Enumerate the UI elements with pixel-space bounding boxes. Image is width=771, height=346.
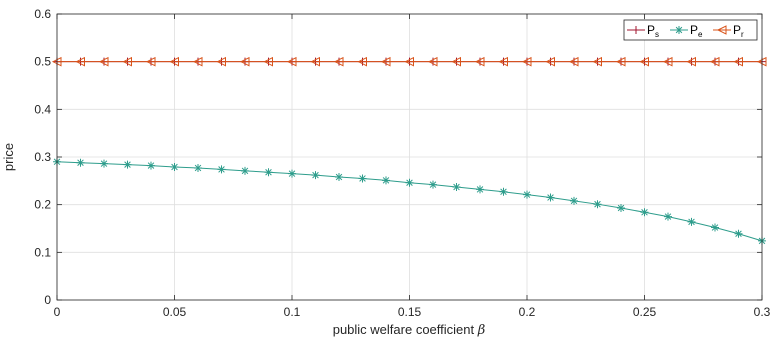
- legend-label: Ps: [647, 23, 659, 39]
- legend-label-main: P: [647, 23, 655, 37]
- y-tick-label: 0.1: [34, 245, 51, 259]
- data-point-Pr: [333, 56, 344, 67]
- data-point-Pr: [145, 56, 156, 67]
- data-point-Pr: [568, 56, 579, 67]
- data-point-Pe: [546, 193, 555, 202]
- y-axis-title: price: [1, 143, 16, 171]
- legend-item-Ps: Ps: [627, 23, 659, 39]
- data-point-Pr: [639, 56, 649, 67]
- data-point-Pe: [734, 229, 743, 238]
- data-point-Pe: [123, 160, 132, 169]
- legend-marker: [632, 26, 640, 34]
- data-point-Pe: [640, 208, 649, 217]
- data-point-Pr: [662, 56, 673, 67]
- legend-label-subscript: e: [698, 30, 703, 39]
- y-tick-label: 0.2: [34, 198, 51, 212]
- data-point-Pr: [474, 56, 485, 67]
- data-point-Pr: [592, 56, 602, 67]
- data-point-Pe: [311, 171, 320, 180]
- series-Pe: [53, 157, 766, 245]
- data-point-Pr: [310, 56, 320, 67]
- data-point-Pe: [288, 169, 296, 178]
- data-point-Pr: [380, 56, 391, 67]
- legend-label-subscript: s: [655, 30, 659, 39]
- y-tick-label: 0: [44, 293, 51, 307]
- legend: Ps Pe Pr: [623, 19, 758, 41]
- data-point-Pe: [335, 173, 343, 182]
- data-point-Pr: [404, 56, 414, 67]
- legend-label: Pr: [733, 23, 744, 39]
- data-point-Pr: [498, 56, 508, 67]
- data-point-Pr: [733, 56, 743, 67]
- data-point-Pr: [521, 56, 532, 67]
- x-axis-title: public welfare coefficient β: [333, 322, 486, 338]
- legend-label: Pe: [690, 23, 703, 39]
- data-point-Pr: [98, 56, 109, 67]
- legend-label-subscript: r: [741, 30, 744, 39]
- y-tick-label: 0.4: [34, 102, 51, 116]
- data-point-Pe: [147, 161, 155, 170]
- x-tick-label: 0.25: [633, 305, 657, 319]
- data-point-Pe: [617, 204, 625, 213]
- legend-box: [623, 19, 758, 41]
- data-point-Pe: [570, 196, 578, 205]
- data-point-Pe: [499, 187, 508, 196]
- data-point-Pe: [405, 178, 414, 187]
- data-point-Pr: [357, 56, 367, 67]
- ticks: 0 0.05 0.1 0.15 0.2 0.25 0.3 0 0.1 0.2 0.3 0.4 0.5 0.…: [34, 7, 770, 319]
- legend-marker: [716, 25, 727, 35]
- x-tick-label: 0.05: [163, 305, 187, 319]
- data-point-Pr: [263, 56, 273, 67]
- y-tick-label: 0.6: [34, 7, 51, 21]
- data-point-Pe: [452, 183, 461, 192]
- x-tick-label: 0.2: [519, 305, 536, 319]
- data-point-Pe: [170, 163, 179, 172]
- x-axis-title-text: public welfare coefficient: [333, 322, 475, 337]
- data-point-Pe: [241, 166, 249, 175]
- data-point-Pe: [476, 185, 484, 194]
- data-point-Pe: [687, 217, 696, 226]
- data-point-Pr: [709, 56, 720, 67]
- data-point-Pr: [216, 56, 226, 67]
- data-point-Pe: [100, 159, 108, 168]
- data-point-Pr: [286, 56, 297, 67]
- data-point-Pr: [169, 56, 179, 67]
- x-tick-label: 0.15: [398, 305, 422, 319]
- data-point-Pe: [358, 174, 367, 183]
- data-point-Pr: [75, 56, 85, 67]
- data-point-Pe: [664, 212, 672, 221]
- data-point-Pr: [239, 56, 250, 67]
- data-point-Pe: [382, 176, 390, 185]
- data-point-Pe: [711, 223, 719, 232]
- data-point-Pe: [593, 200, 602, 209]
- x-tick-label: 0.3: [754, 305, 771, 319]
- series-Pr: [51, 56, 767, 67]
- data-point-Pr: [192, 56, 203, 67]
- data-point-Pr: [545, 56, 555, 67]
- data-point-Pr: [451, 56, 461, 67]
- x-tick-label: 0.1: [284, 305, 301, 319]
- x-axis-title-symbol: β: [477, 323, 486, 338]
- data-point-Pr: [615, 56, 626, 67]
- legend-label-main: P: [690, 23, 698, 37]
- data-point-Pr: [427, 56, 438, 67]
- data-point-Pr: [122, 56, 132, 67]
- data-point-Pe: [76, 158, 85, 167]
- x-tick-label: 0: [54, 305, 61, 319]
- data-point-Pe: [429, 180, 437, 189]
- data-point-Pr: [686, 56, 696, 67]
- y-tick-label: 0.5: [34, 55, 51, 69]
- legend-marker: [675, 26, 683, 34]
- legend-item-Pe: Pe: [670, 23, 703, 39]
- data-point-Pe: [217, 165, 226, 174]
- y-tick-label: 0.3: [34, 150, 51, 164]
- data-point-Pe: [523, 190, 531, 199]
- series-layer: [51, 56, 767, 245]
- data-point-Pe: [264, 168, 273, 177]
- data-point-Pe: [194, 163, 202, 172]
- legend-item-Pr: Pr: [713, 23, 744, 39]
- legend-label-main: P: [733, 23, 741, 37]
- axes-box: [56, 13, 763, 301]
